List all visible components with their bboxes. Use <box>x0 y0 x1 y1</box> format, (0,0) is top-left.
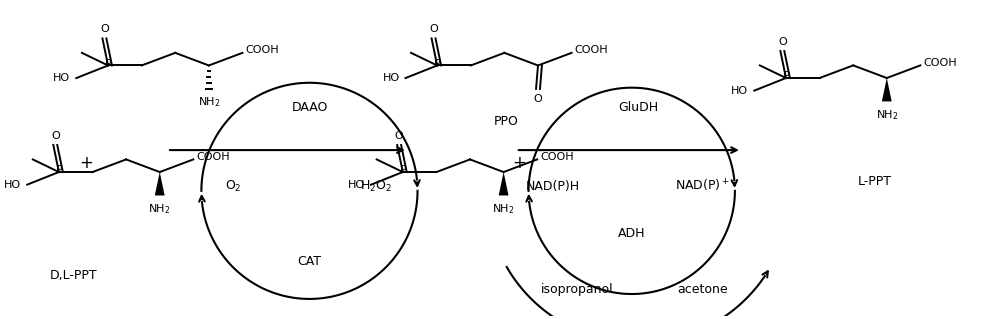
Text: NH$_2$: NH$_2$ <box>198 95 220 109</box>
Text: NAD(P)H: NAD(P)H <box>526 180 580 193</box>
Text: DAAO: DAAO <box>291 101 328 114</box>
Text: COOH: COOH <box>196 152 230 161</box>
Text: L-PPT: L-PPT <box>857 175 891 188</box>
Text: O: O <box>534 94 542 104</box>
Text: HO: HO <box>348 180 365 190</box>
Text: P: P <box>399 166 406 175</box>
Text: HO: HO <box>731 85 748 96</box>
Polygon shape <box>882 78 892 101</box>
Polygon shape <box>155 172 165 196</box>
Text: CAT: CAT <box>297 255 321 268</box>
Text: HO: HO <box>382 73 400 83</box>
Text: P: P <box>105 59 111 69</box>
Text: NH$_2$: NH$_2$ <box>492 202 515 216</box>
Text: NH$_2$: NH$_2$ <box>148 202 171 216</box>
Text: O: O <box>429 24 438 34</box>
Text: HO: HO <box>4 180 21 190</box>
Text: O: O <box>395 131 404 141</box>
Text: +: + <box>512 154 526 172</box>
Text: COOH: COOH <box>540 152 574 161</box>
Text: HO: HO <box>53 73 70 83</box>
Text: NH$_2$: NH$_2$ <box>876 108 898 122</box>
Text: D,L-PPT: D,L-PPT <box>50 269 97 282</box>
Text: COOH: COOH <box>923 57 957 68</box>
Text: isopropanol: isopropanol <box>540 283 613 296</box>
Text: COOH: COOH <box>245 45 279 55</box>
Text: +: + <box>79 154 93 172</box>
Text: PPO: PPO <box>494 115 518 128</box>
Text: acetone: acetone <box>677 283 728 296</box>
Text: H$_2$O$_2$: H$_2$O$_2$ <box>360 179 392 194</box>
Text: P: P <box>56 166 62 175</box>
Text: O: O <box>100 24 109 34</box>
Text: P: P <box>783 71 789 81</box>
Text: O$_2$: O$_2$ <box>225 179 241 194</box>
Text: COOH: COOH <box>575 45 608 55</box>
Text: P: P <box>434 59 441 69</box>
Text: O: O <box>51 131 60 141</box>
Text: O: O <box>778 37 787 47</box>
Text: NAD(P)$^+$: NAD(P)$^+$ <box>675 178 730 194</box>
Text: GluDH: GluDH <box>619 101 659 114</box>
Text: ADH: ADH <box>618 227 645 240</box>
Polygon shape <box>499 172 509 196</box>
